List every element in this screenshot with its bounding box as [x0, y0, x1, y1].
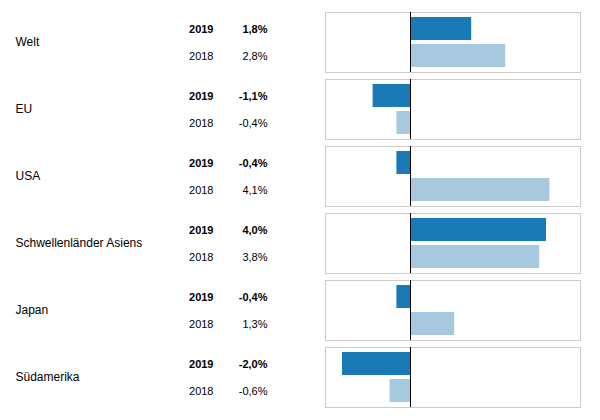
- svg-text:1,3%: 1,3%: [242, 318, 267, 330]
- svg-text:-0,4%: -0,4%: [239, 117, 268, 129]
- svg-text:Japan: Japan: [16, 303, 49, 317]
- svg-text:2018: 2018: [189, 251, 213, 263]
- svg-text:1,8%: 1,8%: [242, 23, 267, 35]
- svg-text:Südamerika: Südamerika: [16, 370, 80, 384]
- svg-text:4,1%: 4,1%: [242, 184, 267, 196]
- svg-text:-0,6%: -0,6%: [239, 385, 268, 397]
- svg-text:USA: USA: [16, 169, 41, 183]
- svg-text:Schwellenländer Asiens: Schwellenländer Asiens: [16, 236, 143, 250]
- svg-text:2019: 2019: [189, 157, 213, 169]
- svg-text:3,8%: 3,8%: [242, 251, 267, 263]
- svg-text:-1,1%: -1,1%: [239, 90, 268, 102]
- svg-text:2019: 2019: [189, 23, 213, 35]
- svg-text:2019: 2019: [189, 224, 213, 236]
- svg-text:2018: 2018: [189, 385, 213, 397]
- svg-text:2019: 2019: [189, 90, 213, 102]
- svg-text:2018: 2018: [189, 184, 213, 196]
- svg-text:2018: 2018: [189, 318, 213, 330]
- svg-text:-0,4%: -0,4%: [239, 157, 268, 169]
- svg-text:2018: 2018: [189, 50, 213, 62]
- svg-text:2,8%: 2,8%: [242, 50, 267, 62]
- svg-text:4,0%: 4,0%: [242, 224, 267, 236]
- svg-text:EU: EU: [16, 102, 33, 116]
- svg-text:-0,4%: -0,4%: [239, 291, 268, 303]
- svg-text:2019: 2019: [189, 358, 213, 370]
- svg-text:Welt: Welt: [16, 35, 40, 49]
- svg-text:2019: 2019: [189, 291, 213, 303]
- svg-text:2018: 2018: [189, 117, 213, 129]
- svg-text:-2,0%: -2,0%: [239, 358, 268, 370]
